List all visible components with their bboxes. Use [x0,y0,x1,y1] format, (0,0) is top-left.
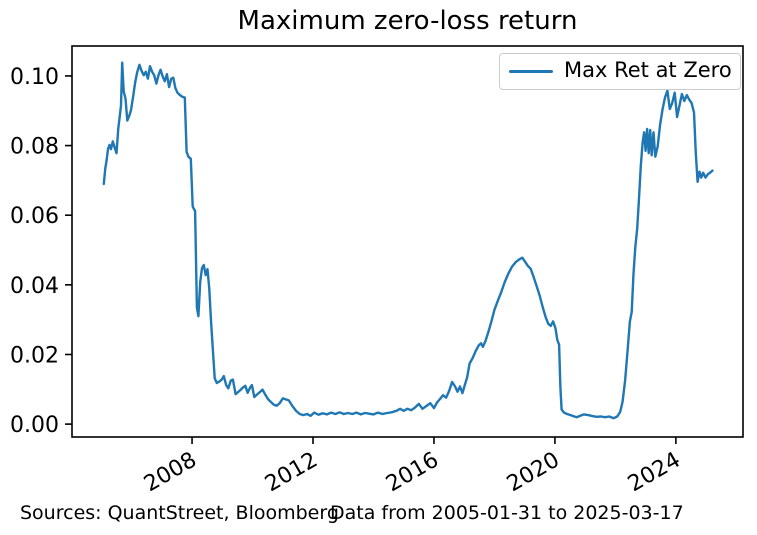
chart-title: Maximum zero-loss return [237,6,578,36]
legend-label: Max Ret at Zero [564,58,732,82]
footer-sources: Sources: QuantStreet, Bloomberg [20,502,339,524]
y-tick-label: 0.06 [10,204,59,229]
x-tick-label: 2008 [140,448,201,498]
x-tick-label: 2024 [624,448,685,498]
x-tick-label: 2020 [503,448,564,498]
y-tick-label: 0.02 [10,343,59,368]
y-tick-label: 0.00 [10,413,59,438]
y-tick-label: 0.04 [10,274,59,299]
axes-frame [71,45,744,438]
y-tick-label: 0.08 [10,135,59,160]
legend-box: Max Ret at Zero [499,53,741,90]
x-tick-label: 2012 [261,448,322,498]
x-tick-label: 2016 [382,448,443,498]
x-axis-ticks: 2008 2012 2016 2020 2024 [140,437,685,497]
y-tick-label: 0.10 [10,65,59,90]
y-axis-ticks: 0.00 0.02 0.04 0.06 0.08 0.10 [10,65,72,438]
legend-line-swatch [509,70,553,73]
series-line-max-ret-at-zero [102,61,714,420]
footer-date-range: Data from 2005-01-31 to 2025-03-17 [330,502,684,524]
